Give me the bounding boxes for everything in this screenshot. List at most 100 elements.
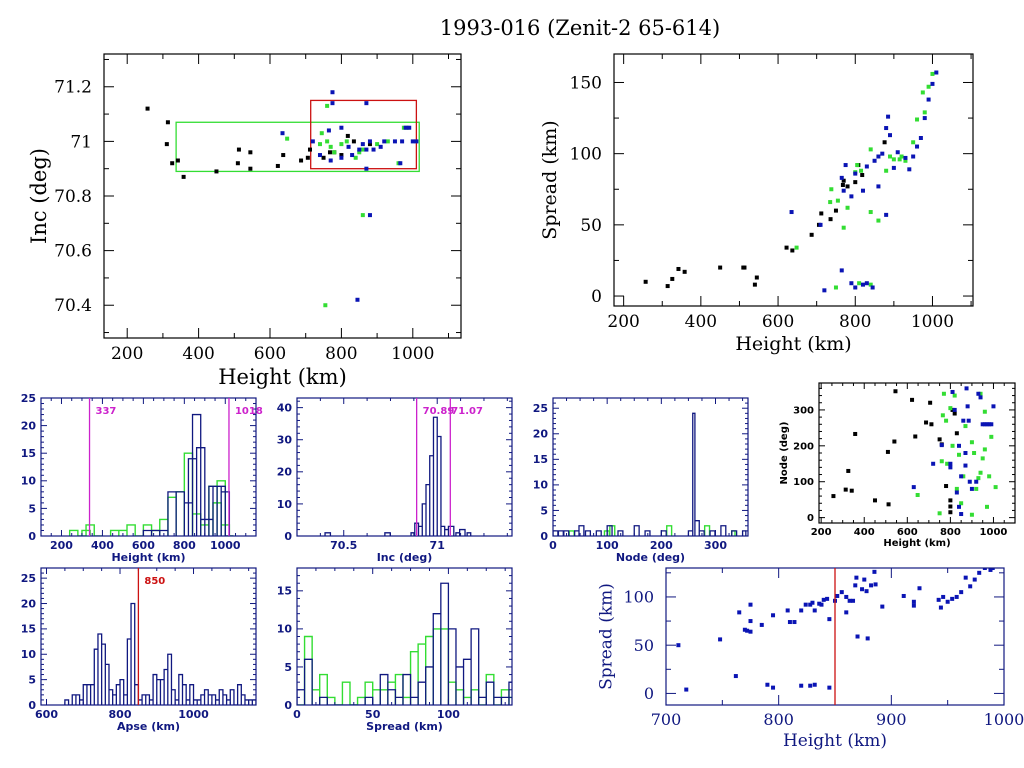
data-point-blue <box>844 594 849 599</box>
data-point-blue <box>954 594 959 599</box>
data-point-blue <box>872 569 877 574</box>
data-point-green <box>828 200 833 205</box>
data-point-blue <box>963 463 968 468</box>
axes-frame <box>40 567 257 706</box>
x-tick-label: 1000 <box>391 344 434 364</box>
data-point-green <box>841 225 846 230</box>
data-point-blue <box>967 479 972 484</box>
data-point-black <box>248 150 253 155</box>
data-point-blue <box>895 150 900 155</box>
data-point-black <box>790 248 795 253</box>
x-tick-label: 800 <box>325 344 357 364</box>
y-tick-label: 100 <box>570 145 602 165</box>
data-point-blue <box>339 125 344 130</box>
data-point-blue <box>891 165 896 170</box>
data-point-black <box>164 142 169 147</box>
data-point-blue <box>853 285 858 290</box>
apse-histogram-chart: 600 800 1000 0 5 10 15 20 25 Apse (km) 850 <box>21 567 257 733</box>
histogram-bin-green <box>569 531 574 536</box>
data-point-black <box>281 153 286 158</box>
data-point-green <box>325 139 330 144</box>
data-point-blue <box>382 139 387 144</box>
y-tick-label: 200 <box>793 441 814 452</box>
histogram-bin-green <box>486 675 494 705</box>
data-point-green <box>940 413 945 418</box>
y-tick-label: 150 <box>570 73 602 93</box>
data-point-black <box>819 211 824 216</box>
data-point-blue <box>934 70 939 75</box>
data-point-green <box>332 150 337 155</box>
data-point-blue <box>357 147 362 152</box>
data-point-black <box>840 182 845 187</box>
histogram-bin-green <box>403 697 411 705</box>
histogram-outline-blue <box>324 416 472 536</box>
data-point-blue <box>938 605 943 610</box>
data-point-blue <box>901 593 906 598</box>
y-tick-label: 25 <box>21 392 36 405</box>
data-point-blue <box>789 210 794 215</box>
y-tick-label: 10 <box>277 498 293 511</box>
data-point-blue <box>280 131 285 136</box>
x-tick-label: 600 <box>762 312 794 332</box>
data-point-blue <box>819 602 824 607</box>
data-point-blue <box>745 628 750 633</box>
data-point-blue <box>884 126 889 131</box>
data-point-blue <box>849 194 854 199</box>
data-point-black <box>676 266 681 271</box>
data-point-green <box>945 461 950 466</box>
x-axis-label: Height (km) <box>111 551 185 564</box>
data-point-black <box>682 269 687 274</box>
data-point-blue <box>835 593 840 598</box>
x-tick-label: 1000 <box>178 708 209 721</box>
data-point-green <box>963 424 968 429</box>
y-tick-label: 50 <box>580 216 602 236</box>
data-point-blue <box>398 161 403 166</box>
spread-histogram-chart: 0 50 100 0 5 10 15 Spread (km) <box>277 567 517 733</box>
histogram-bin-blue <box>634 526 639 536</box>
data-point-blue <box>884 212 889 217</box>
data-point-blue <box>982 422 987 427</box>
data-point-green <box>317 142 322 147</box>
data-point-blue <box>972 577 977 582</box>
data-point-green <box>285 136 290 141</box>
data-point-blue <box>991 404 996 409</box>
data-point-green <box>978 470 983 475</box>
data-point-blue <box>950 389 955 394</box>
data-point-black <box>828 217 833 222</box>
x-tick-label: 700 <box>651 710 682 729</box>
x-tick-label: 70.5 <box>330 539 357 552</box>
data-point-blue <box>403 125 408 130</box>
data-point-black <box>175 158 180 163</box>
data-point-black <box>321 155 326 160</box>
y-tick-label: 0 <box>644 684 654 703</box>
data-point-blue <box>911 485 916 490</box>
histogram-bin-green <box>509 697 517 705</box>
data-point-black <box>928 400 933 405</box>
histogram-bin-blue <box>426 667 434 705</box>
y-tick-label: 100 <box>623 588 654 607</box>
data-point-black <box>886 502 891 507</box>
data-point-black <box>843 487 848 492</box>
data-point-blue <box>964 386 969 391</box>
data-point-blue <box>364 101 369 106</box>
data-point-blue <box>976 391 981 396</box>
data-point-blue <box>326 128 331 133</box>
data-point-black <box>948 504 953 509</box>
y-tick-label: 20 <box>21 419 37 432</box>
data-point-blue <box>364 166 369 171</box>
data-point-green <box>891 157 896 162</box>
plot-area <box>324 416 472 536</box>
y-tick-label: 20 <box>277 466 293 479</box>
histogram-bin-blue <box>661 531 666 536</box>
y-tick-label: 70.8 <box>54 187 92 207</box>
data-point-blue <box>799 683 804 688</box>
axes-frame <box>552 397 749 537</box>
data-point-green <box>941 391 946 396</box>
green-box <box>175 121 420 173</box>
data-point-blue <box>378 144 383 149</box>
data-point-blue <box>737 610 742 615</box>
data-point-black <box>214 169 219 174</box>
data-point-green <box>888 154 893 159</box>
data-point-blue <box>922 116 927 121</box>
data-point-black <box>299 158 304 163</box>
